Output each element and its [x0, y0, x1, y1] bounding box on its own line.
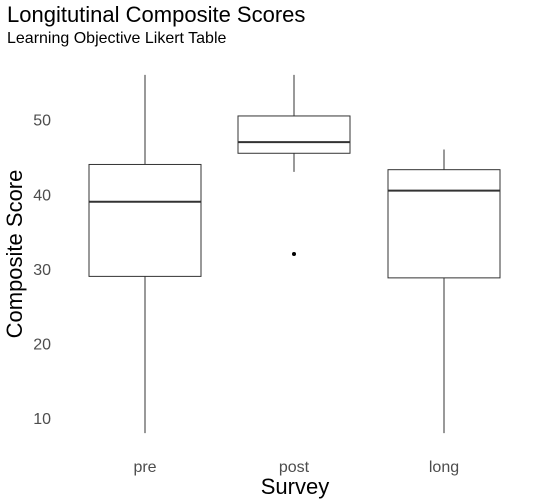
y-tick-label: 20	[33, 337, 51, 354]
outlier-point	[292, 252, 296, 256]
box-iqr	[89, 164, 201, 276]
y-axis-title: Composite Score	[2, 170, 27, 339]
x-axis-title: Survey	[261, 474, 329, 499]
box-long	[388, 150, 500, 434]
y-tick-label: 30	[33, 262, 51, 279]
boxplot-series	[89, 75, 500, 433]
box-post	[238, 75, 350, 256]
y-tick-label: 10	[33, 411, 51, 428]
box-iqr	[388, 170, 500, 278]
y-tick-label: 50	[33, 113, 51, 130]
box-pre	[89, 75, 201, 433]
y-tick-label: 40	[33, 187, 51, 204]
y-axis-ticks: 10 20 30 40 50	[33, 113, 51, 428]
x-tick-label: long	[429, 459, 459, 476]
box-iqr	[238, 116, 350, 153]
x-tick-label: pre	[133, 459, 156, 476]
